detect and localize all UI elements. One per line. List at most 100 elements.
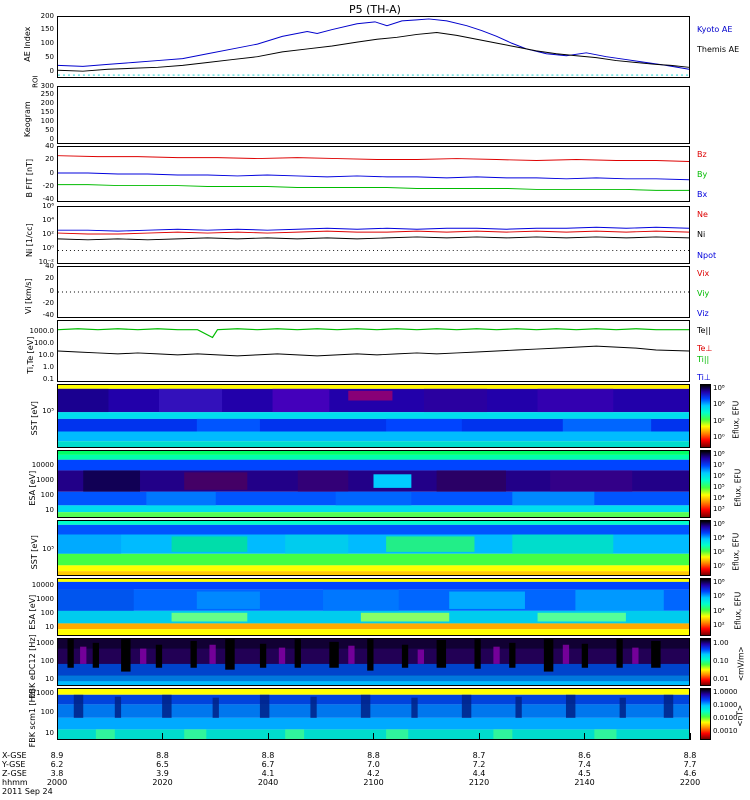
x-axis-time-label: 2120 <box>468 778 490 787</box>
x-axis-position-value: 4.6 <box>683 769 697 778</box>
colorbar-label: 10⁰ <box>713 562 725 570</box>
x-axis-position-value: 8.8 <box>683 751 697 760</box>
ytick: 0 <box>49 169 54 177</box>
x-axis-position-value: 8.8 <box>156 751 169 760</box>
colorbar-label: 0.0010 <box>713 727 738 735</box>
legend-ti-par: Ti|| <box>697 355 710 364</box>
colorbar-label: 10⁴ <box>713 494 725 502</box>
ytick: 1000 <box>36 595 54 603</box>
panel-b-fit <box>57 146 690 202</box>
colorbar-title: <nT> <box>735 704 745 727</box>
ytick: 100 <box>40 609 54 617</box>
legend-themis-ae: Themis AE <box>697 45 740 54</box>
x-axis-position-value: 7.7 <box>683 760 697 769</box>
colorbar-label: 10² <box>713 548 725 556</box>
colorbar-label: 10⁸ <box>713 578 725 586</box>
colorbar-label: 10⁰ <box>713 433 725 441</box>
ytick: 10⁻² <box>38 258 54 266</box>
colorbar-label: 0.0100 <box>713 714 738 722</box>
x-axis-position-value: 6.5 <box>156 760 169 769</box>
legend-npot: Npot <box>697 251 717 260</box>
ytick: 10 <box>45 623 54 631</box>
x-axis-position-value: 8.7 <box>472 751 486 760</box>
legend-te-par: Te|| <box>697 326 711 335</box>
colorbar-title: Eflux, EFU <box>733 468 743 507</box>
colorbar-label: 10⁸ <box>713 450 725 458</box>
colorbar-fbk-scm1 <box>700 688 711 740</box>
legend-ni: Ni <box>697 230 706 239</box>
panel-esa-electron <box>57 578 690 636</box>
x-axis-tick-mark <box>373 733 374 740</box>
x-axis-position-value: 7.0 <box>367 760 380 769</box>
legend-te-perp: Te⊥ <box>697 344 713 353</box>
colorbar-fbk-edc12 <box>700 638 711 686</box>
colorbar-title: Eflux, EFU <box>731 532 741 571</box>
x-axis-time-label: 2100 <box>363 778 384 787</box>
colorbar-sst-ion <box>700 384 711 448</box>
x-axis-position-value: 8.8 <box>261 751 275 760</box>
x-axis-tick-mark <box>689 733 691 740</box>
colorbar-label: 0.10 <box>713 657 729 665</box>
ytick: 200 <box>40 99 54 107</box>
colorbar-label: 10² <box>713 621 725 629</box>
panel-ae-index <box>57 16 690 78</box>
ytick: 40 <box>45 262 54 270</box>
ytick: 10 <box>45 729 54 737</box>
ytick: 1000 <box>36 689 54 697</box>
colorbar-title: Eflux, EFU <box>731 400 741 439</box>
sst-electron-title-text: SST <box>29 554 39 570</box>
x-axis-tick-mark <box>267 733 269 740</box>
legend-kyoto-ae: Kyoto AE <box>697 25 733 34</box>
x-axis-tick-mark <box>56 733 58 740</box>
colorbar-label: 0.1000 <box>713 701 738 709</box>
colorbar-label: 10⁴ <box>713 607 725 615</box>
colorbar-label: 10⁷ <box>713 461 725 469</box>
ytick: 0 <box>49 287 54 295</box>
x-axis-position-value: 3.9 <box>156 769 169 778</box>
x-axis-tick-mark <box>162 733 163 740</box>
ytick: 100 <box>40 491 54 499</box>
ytick: -20 <box>42 182 54 190</box>
colorbar-label: 1.00 <box>713 639 729 647</box>
x-axis-position-value: 8.6 <box>578 751 591 760</box>
x-axis-time-label: 2140 <box>574 778 595 787</box>
x-axis-position-value: 7.2 <box>472 760 486 769</box>
legend-viy: Viy <box>697 289 710 298</box>
xrow-label-y-gse: Y-GSE <box>2 760 26 769</box>
ytick: -20 <box>42 299 54 307</box>
ytick: 1000.0 <box>29 327 55 335</box>
x-axis-time-label: 2040 <box>257 778 279 787</box>
xrow-label-z-gse: Z-GSE <box>2 769 27 778</box>
colorbar-label: 10⁵ <box>713 483 725 491</box>
panel-ni <box>57 206 690 264</box>
panel-sst-electron <box>57 520 690 576</box>
panel-esa-ion <box>57 450 690 518</box>
panel-fbk-edc12 <box>57 638 690 686</box>
ytick: 300 <box>40 82 54 90</box>
colorbar-label: 10³ <box>713 505 725 513</box>
legend-bz: Bz <box>697 150 707 159</box>
ytick: 10⁵ <box>42 407 54 415</box>
ytick: 150 <box>40 25 54 33</box>
colorbar-title: Eflux, EFU <box>733 591 743 630</box>
legend-vix: Vix <box>697 269 710 278</box>
colorbar-esa-electron <box>700 578 711 636</box>
legend-bx: Bx <box>697 190 708 199</box>
x-axis-position-value: 4.2 <box>367 769 380 778</box>
x-axis-time-label: 2200 <box>679 778 701 787</box>
x-axis-position-value: 4.1 <box>261 769 275 778</box>
colorbar-label: 10⁶ <box>713 472 725 480</box>
legend-viz: Viz <box>697 309 709 318</box>
ytick: 0 <box>49 135 54 143</box>
x-axis-position-value: 7.4 <box>578 760 591 769</box>
x-axis-time-label: 2020 <box>152 778 173 787</box>
colorbar-title: <mV/m> <box>736 646 746 682</box>
colorbar-label: 10⁴ <box>713 534 725 542</box>
colorbar-sst-electron <box>700 520 711 576</box>
ytick: 20 <box>45 274 54 282</box>
colorbar-label: 0.01 <box>713 675 729 683</box>
colorbar-label: 1.0000 <box>713 688 738 696</box>
x-axis-position-value: 4.5 <box>578 769 591 778</box>
ytick: 10.0 <box>38 351 54 359</box>
